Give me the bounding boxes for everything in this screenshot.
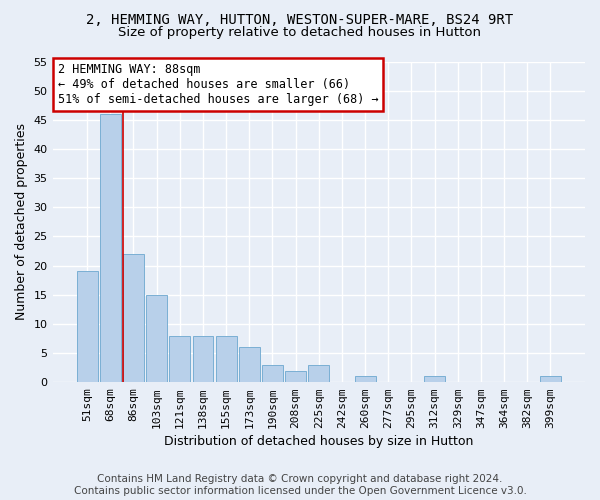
Bar: [146, 294, 167, 382]
Bar: [100, 114, 121, 382]
Text: 2, HEMMING WAY, HUTTON, WESTON-SUPER-MARE, BS24 9RT: 2, HEMMING WAY, HUTTON, WESTON-SUPER-MAR…: [86, 12, 514, 26]
Text: Contains HM Land Registry data © Crown copyright and database right 2024.
Contai: Contains HM Land Registry data © Crown c…: [74, 474, 526, 496]
Bar: [424, 376, 445, 382]
Bar: [285, 370, 306, 382]
Bar: [193, 336, 214, 382]
Bar: [355, 376, 376, 382]
Bar: [77, 272, 98, 382]
Bar: [169, 336, 190, 382]
Bar: [123, 254, 144, 382]
Bar: [308, 364, 329, 382]
Text: 2 HEMMING WAY: 88sqm
← 49% of detached houses are smaller (66)
51% of semi-detac: 2 HEMMING WAY: 88sqm ← 49% of detached h…: [58, 63, 379, 106]
Bar: [216, 336, 236, 382]
Bar: [239, 347, 260, 382]
Y-axis label: Number of detached properties: Number of detached properties: [15, 124, 28, 320]
Text: Size of property relative to detached houses in Hutton: Size of property relative to detached ho…: [119, 26, 482, 39]
Bar: [540, 376, 561, 382]
X-axis label: Distribution of detached houses by size in Hutton: Distribution of detached houses by size …: [164, 434, 473, 448]
Bar: [262, 364, 283, 382]
